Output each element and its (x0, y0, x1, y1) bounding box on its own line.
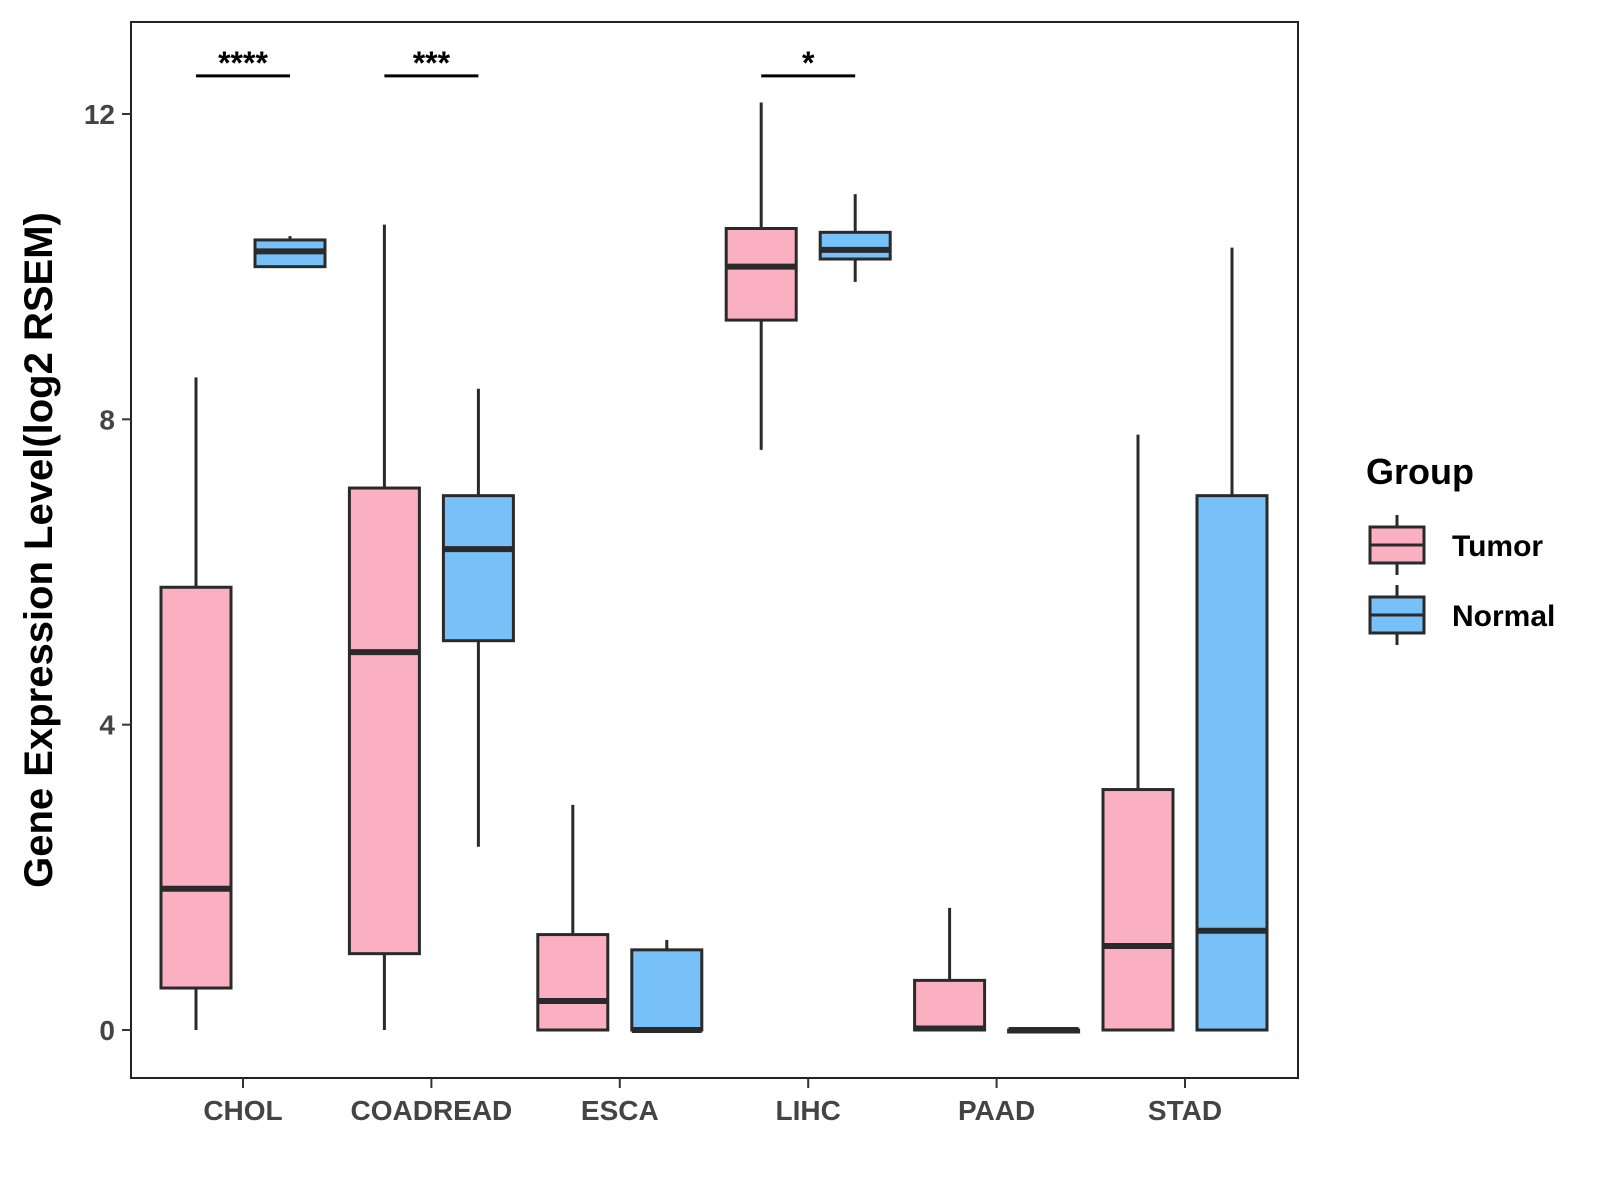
box-body (441, 494, 515, 643)
box-body (1101, 788, 1175, 1032)
box-body (159, 585, 233, 990)
legend-item-normal: Normal (1368, 585, 1555, 645)
box-normal-stad (1195, 247, 1269, 1032)
y-tick-label: 0 (99, 1015, 115, 1046)
box-normal-paad (1007, 1027, 1081, 1034)
box-body (724, 227, 798, 322)
box-tumor-chol (159, 377, 233, 1030)
significance-label: * (802, 45, 815, 81)
significance-label: *** (413, 45, 451, 81)
box-tumor-stad (1101, 434, 1175, 1032)
x-axis: CHOL COADREAD ESCA LIHC PAAD STAD (203, 1078, 1222, 1126)
significance-chol: **** (196, 45, 290, 81)
y-axis: 0 4 8 12 (84, 99, 131, 1046)
x-tick-label: STAD (1148, 1095, 1222, 1126)
box-tumor-esca (536, 804, 610, 1032)
box-tumor-coadread (347, 224, 421, 1030)
x-tick-label: LIHC (776, 1095, 841, 1126)
box-normal-lihc (818, 194, 892, 282)
y-axis-title: Gene Expression Level(log2 RSEM) (17, 212, 61, 888)
box-tumor-paad (913, 907, 987, 1032)
significance-coadread: *** (384, 45, 479, 81)
box-body (818, 230, 892, 261)
x-tick-label: CHOL (203, 1095, 282, 1126)
box-body (1195, 494, 1269, 1032)
box-normal-esca (630, 939, 704, 1033)
box-body (630, 948, 704, 1032)
significance-lihc: * (761, 45, 856, 81)
legend-item-tumor: Tumor (1368, 515, 1543, 575)
legend: Group Tumor Normal (1366, 451, 1555, 645)
x-tick-label: PAAD (958, 1095, 1035, 1126)
box-body (536, 933, 610, 1032)
x-tick-label: COADREAD (351, 1095, 513, 1126)
y-tick-label: 4 (99, 710, 115, 741)
y-tick-label: 8 (99, 404, 115, 435)
box-normal-coadread (441, 388, 515, 847)
legend-label: Normal (1452, 600, 1555, 633)
box-body (347, 486, 421, 956)
significance-layer: **** *** * (196, 45, 856, 81)
legend-label: Tumor (1452, 530, 1543, 563)
legend-title: Group (1366, 451, 1474, 492)
x-tick-label: ESCA (581, 1095, 659, 1126)
box-normal-chol (253, 236, 327, 269)
significance-label: **** (218, 45, 268, 81)
box-tumor-lihc (724, 102, 798, 450)
y-tick-label: 12 (84, 99, 115, 130)
boxes-layer (159, 102, 1269, 1034)
box-body (913, 978, 987, 1032)
